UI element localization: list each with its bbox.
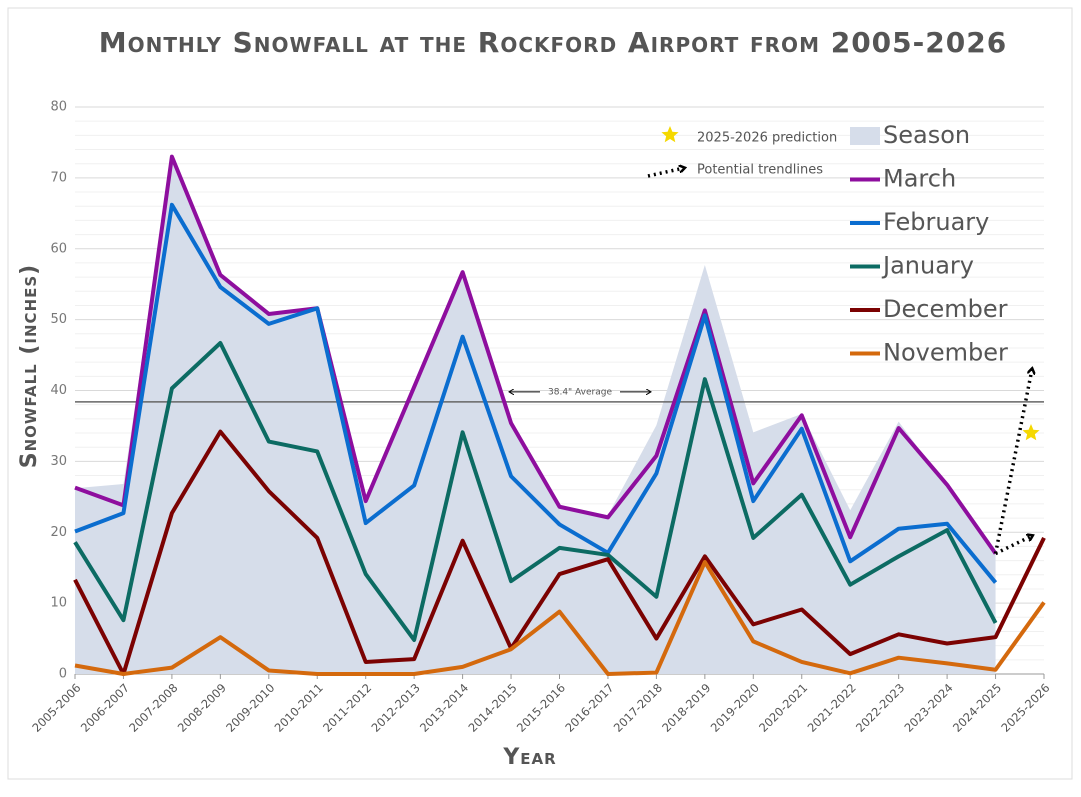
series-line [73, 429, 1046, 676]
y-tick-label: 30 [50, 454, 67, 469]
prediction-star [1022, 424, 1040, 441]
y-tick-label: 60 [50, 241, 67, 256]
legend-swatch [850, 127, 880, 145]
note-trend [647, 168, 684, 178]
average-label: 38.4" Average [548, 387, 612, 397]
note-star [661, 126, 679, 143]
y-tick-label: 0 [59, 667, 67, 682]
y-tick-label: 10 [50, 596, 67, 611]
legend-label: February [883, 208, 989, 236]
trendlines-label: Potential trendlines [697, 163, 823, 178]
y-tick-label: 80 [50, 100, 67, 115]
series-line [74, 202, 998, 584]
y-tick-label: 20 [50, 525, 67, 540]
y-tick-label: 50 [50, 312, 67, 327]
legend-label: November [883, 339, 1008, 367]
x-axis-title: Year [502, 745, 556, 770]
trendline [994, 536, 1032, 556]
legend-label: Season [883, 121, 970, 149]
y-axis-title: Snowfall (inches) [17, 264, 42, 468]
legend-label: December [883, 295, 1008, 323]
legend-label: January [881, 252, 974, 280]
series-line [73, 341, 998, 642]
chart-title: Monthly Snowfall at the Rockford Airport… [99, 26, 1007, 59]
trendline [993, 369, 1032, 554]
prediction-label: 2025-2026 prediction [697, 131, 837, 146]
series-line [74, 154, 998, 555]
area [75, 156, 996, 675]
series-line [74, 560, 1046, 676]
legend-label: March [883, 165, 956, 193]
y-tick-label: 70 [50, 170, 67, 185]
y-tick-label: 40 [50, 383, 67, 398]
